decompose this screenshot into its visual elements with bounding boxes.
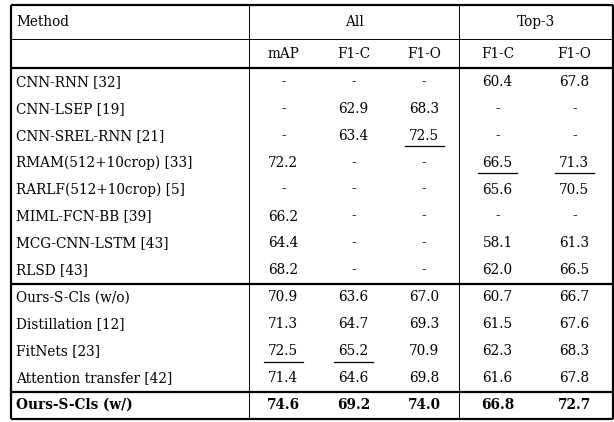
Text: -: - — [351, 183, 356, 197]
Text: RLSD [43]: RLSD [43] — [16, 263, 88, 277]
Text: 71.3: 71.3 — [559, 156, 589, 170]
Text: F1-C: F1-C — [337, 47, 370, 61]
Text: CNN-RNN [32]: CNN-RNN [32] — [16, 75, 121, 89]
Text: 64.4: 64.4 — [268, 236, 298, 251]
Text: 66.5: 66.5 — [483, 156, 513, 170]
Text: 72.7: 72.7 — [558, 398, 591, 412]
Text: -: - — [422, 183, 427, 197]
Text: Ours-S-Cls (w/): Ours-S-Cls (w/) — [16, 398, 133, 412]
Text: -: - — [422, 156, 427, 170]
Text: -: - — [572, 129, 577, 143]
Text: 68.2: 68.2 — [268, 263, 298, 277]
Text: 70.9: 70.9 — [409, 344, 439, 358]
Text: MIML-FCN-BB [39]: MIML-FCN-BB [39] — [16, 210, 152, 224]
Text: F1-O: F1-O — [407, 47, 441, 61]
Text: 70.5: 70.5 — [559, 183, 589, 197]
Text: 61.3: 61.3 — [559, 236, 589, 251]
Text: 64.6: 64.6 — [338, 371, 368, 385]
Text: 64.7: 64.7 — [338, 317, 368, 331]
Text: -: - — [495, 102, 500, 116]
Text: 72.2: 72.2 — [268, 156, 298, 170]
Text: -: - — [572, 102, 577, 116]
Text: 65.2: 65.2 — [338, 344, 368, 358]
Text: 63.6: 63.6 — [338, 290, 368, 304]
Text: -: - — [572, 210, 577, 224]
Text: -: - — [422, 75, 427, 89]
Text: -: - — [422, 263, 427, 277]
Text: 68.3: 68.3 — [409, 102, 439, 116]
Text: -: - — [351, 263, 356, 277]
Text: -: - — [351, 75, 356, 89]
Text: 66.8: 66.8 — [481, 398, 514, 412]
Text: RMAM(512+10crop) [33]: RMAM(512+10crop) [33] — [16, 155, 192, 170]
Text: 70.9: 70.9 — [268, 290, 298, 304]
Text: 60.4: 60.4 — [483, 75, 513, 89]
Text: 66.5: 66.5 — [559, 263, 589, 277]
Text: -: - — [422, 210, 427, 224]
Text: -: - — [351, 210, 356, 224]
Text: FitNets [23]: FitNets [23] — [16, 344, 100, 358]
Text: 69.2: 69.2 — [337, 398, 370, 412]
Text: -: - — [281, 75, 286, 89]
Text: CNN-LSEP [19]: CNN-LSEP [19] — [16, 102, 125, 116]
Text: 74.6: 74.6 — [266, 398, 300, 412]
Text: Ours-S-Cls (w/o): Ours-S-Cls (w/o) — [16, 290, 130, 304]
Text: 62.0: 62.0 — [483, 263, 513, 277]
Text: Method: Method — [16, 15, 69, 29]
Text: 67.6: 67.6 — [559, 317, 589, 331]
Text: -: - — [422, 236, 427, 251]
Text: F1-C: F1-C — [481, 47, 514, 61]
Text: Distillation [12]: Distillation [12] — [16, 317, 125, 331]
Text: 65.6: 65.6 — [483, 183, 513, 197]
Text: 71.4: 71.4 — [268, 371, 298, 385]
Text: 72.5: 72.5 — [409, 129, 439, 143]
Text: 62.3: 62.3 — [483, 344, 513, 358]
Text: RARLF(512+10crop) [5]: RARLF(512+10crop) [5] — [16, 182, 185, 197]
Text: 71.3: 71.3 — [268, 317, 298, 331]
Text: 69.8: 69.8 — [409, 371, 439, 385]
Text: 58.1: 58.1 — [483, 236, 513, 251]
Text: 60.7: 60.7 — [483, 290, 513, 304]
Text: Top-3: Top-3 — [517, 15, 555, 29]
Text: MCG-CNN-LSTM [43]: MCG-CNN-LSTM [43] — [16, 236, 168, 251]
Text: 61.6: 61.6 — [483, 371, 513, 385]
Text: 63.4: 63.4 — [338, 129, 368, 143]
Text: 72.5: 72.5 — [268, 344, 298, 358]
Text: -: - — [281, 129, 286, 143]
Text: 62.9: 62.9 — [338, 102, 368, 116]
Text: 66.2: 66.2 — [268, 210, 298, 224]
Text: All: All — [344, 15, 363, 29]
Text: -: - — [281, 183, 286, 197]
Text: -: - — [495, 129, 500, 143]
Text: mAP: mAP — [267, 47, 299, 61]
Text: 61.5: 61.5 — [483, 317, 513, 331]
Text: 74.0: 74.0 — [408, 398, 441, 412]
Text: -: - — [351, 236, 356, 251]
Text: 68.3: 68.3 — [559, 344, 589, 358]
Text: 67.8: 67.8 — [559, 371, 589, 385]
Text: -: - — [281, 102, 286, 116]
Text: 66.7: 66.7 — [559, 290, 589, 304]
Text: Attention transfer [42]: Attention transfer [42] — [16, 371, 172, 385]
Text: 67.0: 67.0 — [409, 290, 439, 304]
Text: -: - — [495, 210, 500, 224]
Text: -: - — [351, 156, 356, 170]
Text: CNN-SREL-RNN [21]: CNN-SREL-RNN [21] — [16, 129, 164, 143]
Text: 67.8: 67.8 — [559, 75, 589, 89]
Text: 69.3: 69.3 — [409, 317, 439, 331]
Text: F1-O: F1-O — [558, 47, 591, 61]
